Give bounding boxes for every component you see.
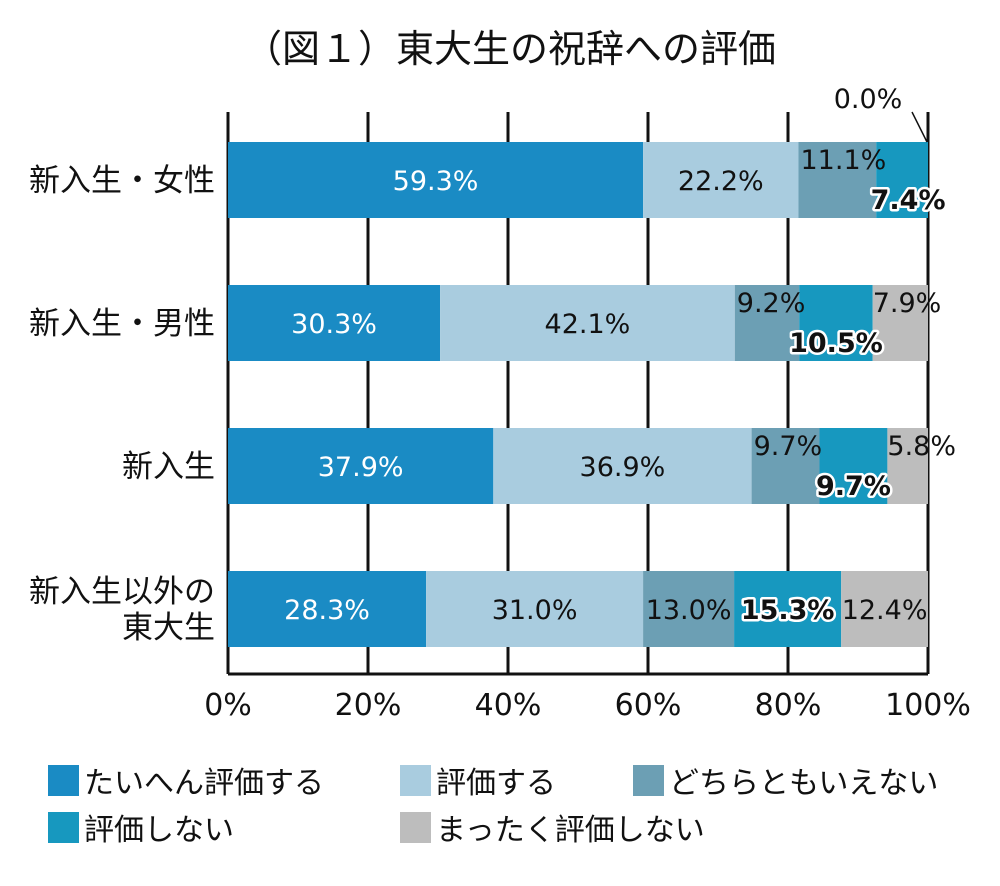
bar-segment <box>228 428 494 504</box>
legend-swatch <box>400 765 431 796</box>
x-tick-label: 0% <box>204 688 252 723</box>
leader-lines <box>911 111 928 143</box>
data-label: 15.3% <box>741 595 835 626</box>
legend-label: たいへん評価する <box>84 766 324 801</box>
data-label: 11.1% <box>801 145 887 176</box>
data-label: 13.0% <box>646 595 732 626</box>
bar-segment <box>228 571 427 647</box>
legend-label: まったく評価しない <box>436 813 705 848</box>
bar-segment <box>643 142 799 218</box>
bar-segment <box>734 571 842 647</box>
data-label: 22.2% <box>678 166 764 197</box>
bar-segment <box>440 285 735 361</box>
data-label: 9.2% <box>737 288 806 319</box>
data-label: 10.5% <box>789 328 883 359</box>
data-label: 42.1% <box>545 309 631 340</box>
bar-segment <box>876 142 928 218</box>
bar-segment <box>799 285 873 361</box>
x-tick-labels: 0% 20% 40% 60% 80% 100% <box>204 688 971 723</box>
data-label: 37.9% <box>318 452 404 483</box>
bar-segment <box>643 571 735 647</box>
x-tick-label: 60% <box>615 688 682 723</box>
bar-segment <box>734 285 800 361</box>
bar-segment <box>426 571 644 647</box>
legend-swatch <box>48 765 79 796</box>
data-labels: 59.3% 22.2% 11.1% 7.4% 0.0% 30.3% 42.1% 9.2% 10.… <box>284 84 956 629</box>
bar-segment <box>819 428 888 504</box>
data-label: 7.9% <box>873 288 942 319</box>
x-tick-label: 80% <box>755 688 822 723</box>
bars <box>228 142 928 647</box>
data-label: 59.3% <box>393 166 479 197</box>
data-label: 30.3% <box>291 309 377 340</box>
data-label: 12.4% <box>842 595 928 626</box>
x-tick-label: 100% <box>885 688 971 723</box>
leader-line <box>911 111 928 143</box>
category-label: 新入生 <box>122 449 215 485</box>
bar-segment <box>751 428 820 504</box>
chart-title: （図１）東大生の祝辞への評価 <box>244 27 776 71</box>
category-label: 新入生・男性 <box>29 306 215 342</box>
data-label: 0.0% <box>834 84 903 115</box>
data-label: 9.7% <box>816 471 891 502</box>
bar-segment <box>798 142 877 218</box>
data-label: 36.9% <box>580 452 666 483</box>
legend-swatch <box>633 765 664 796</box>
bar-segment <box>228 142 644 218</box>
category-label: 新入生以外の東大生 <box>29 574 215 646</box>
bar-segment <box>841 571 928 647</box>
x-tick-label: 20% <box>335 688 402 723</box>
x-tick-label: 40% <box>475 688 542 723</box>
legend-label: 評価しない <box>84 813 234 848</box>
category-label: 新入生・女性 <box>29 163 215 199</box>
data-label: 7.4% <box>871 185 946 216</box>
legend-swatch <box>400 812 431 843</box>
bar-segment <box>887 428 928 504</box>
bar-segment <box>493 428 752 504</box>
bar-segment <box>872 285 928 361</box>
data-label: 31.0% <box>492 595 578 626</box>
data-label: 28.3% <box>284 595 370 626</box>
legend-label: どちらともいえない <box>669 766 938 801</box>
legend-label: 評価する <box>436 766 556 801</box>
data-label: 5.8% <box>887 431 956 462</box>
bar-segment <box>228 285 441 361</box>
legend-swatch <box>48 812 79 843</box>
data-label: 9.7% <box>754 431 823 462</box>
